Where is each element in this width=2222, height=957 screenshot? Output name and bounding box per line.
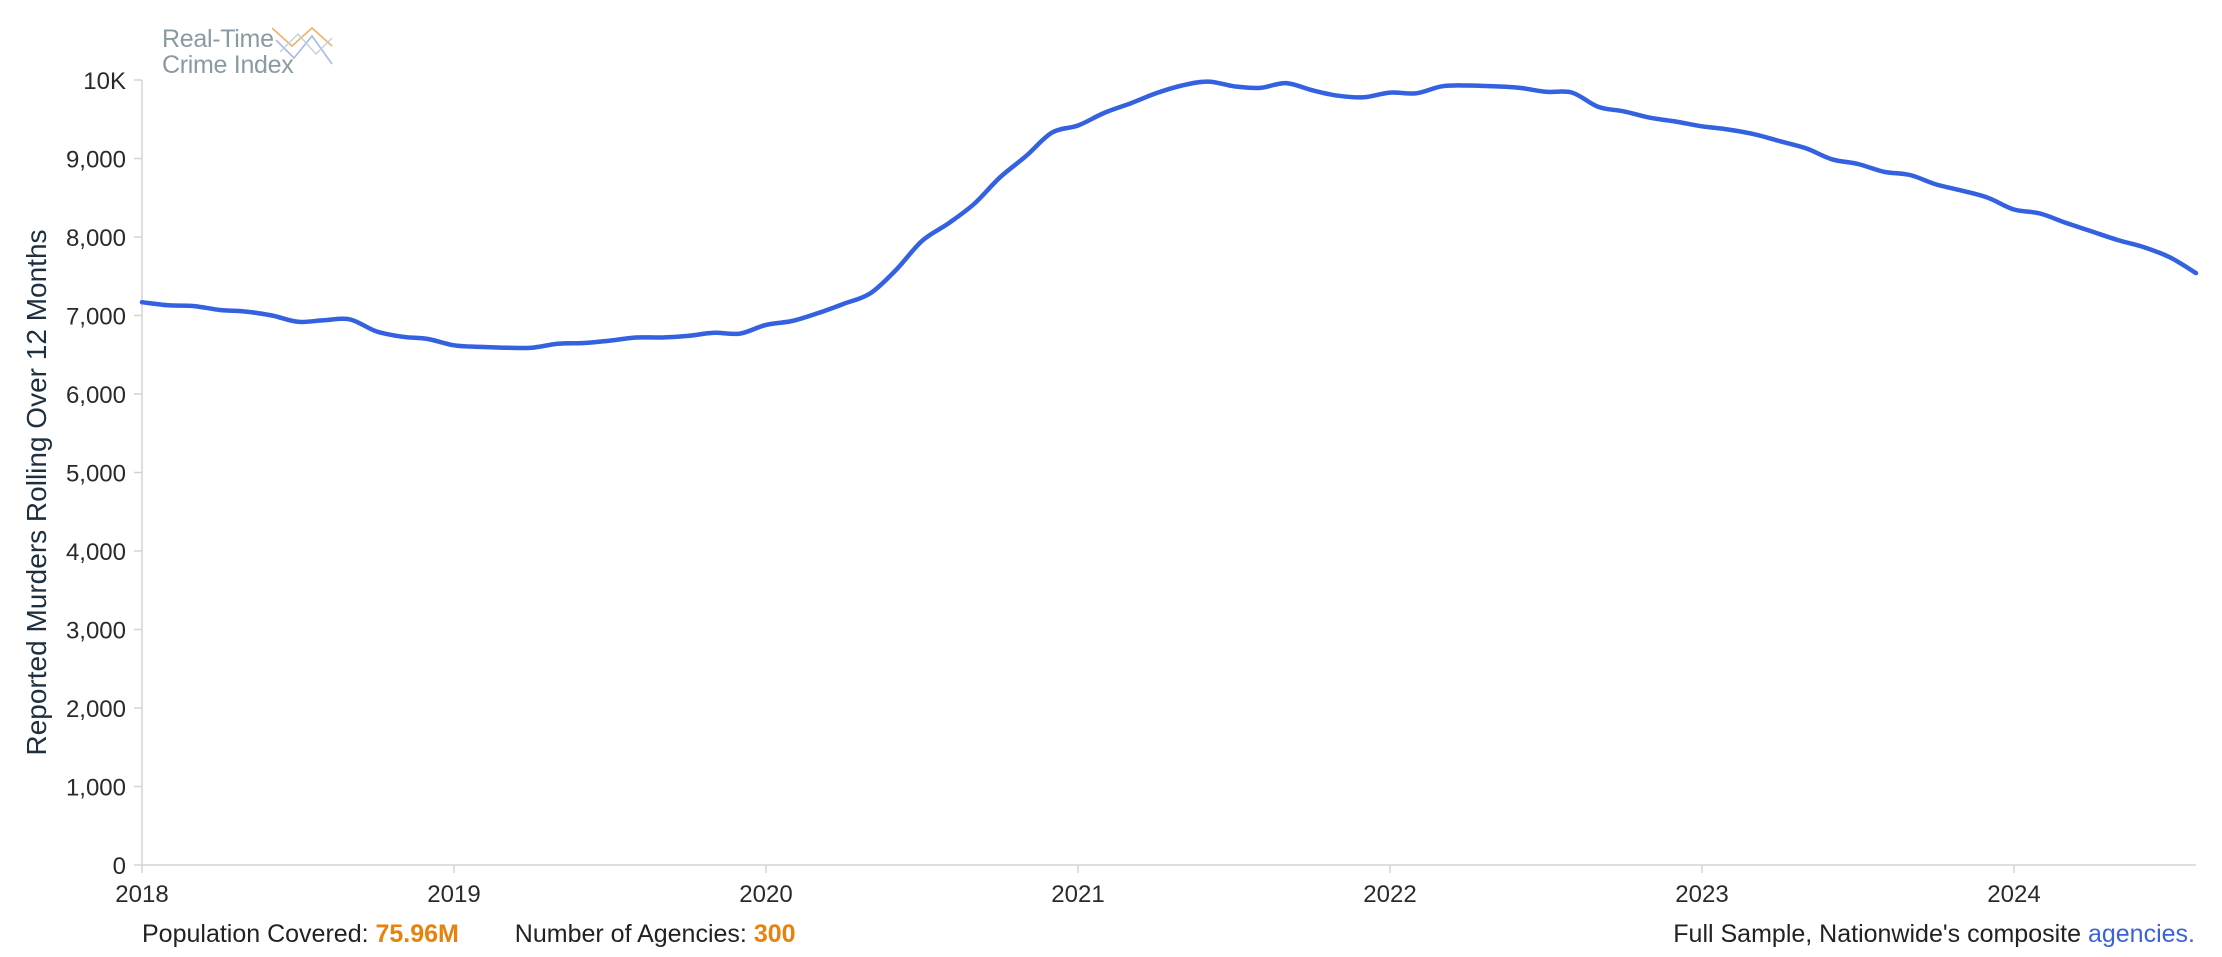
y-tick-label: 5,000 (66, 461, 126, 488)
y-tick-label: 4,000 (66, 539, 126, 566)
logo-text-line2: Crime Index (162, 51, 294, 79)
y-axis-label: Reported Murders Rolling Over 12 Months (21, 229, 52, 755)
x-tick-label: 2022 (1363, 881, 1416, 908)
real-time-crime-index-logo: Real-Time Crime Index (162, 24, 352, 80)
y-tick-label: 6,000 (66, 382, 126, 409)
footer-stats: Population Covered: 75.96M Number of Age… (142, 920, 796, 949)
sample-text: Full Sample, Nationwide's composite (1673, 920, 2082, 948)
agencies-link[interactable]: agencies. (2087, 920, 2195, 948)
y-axis: 0 1,000 2,000 3,000 4,000 5,000 6,000 7,000 8,00… (21, 68, 143, 880)
x-tick-label: 2023 (1675, 881, 1728, 908)
y-tick-label: 3,000 (66, 618, 126, 645)
x-tick-label: 2020 (739, 881, 792, 908)
population-value: 75.96M (375, 920, 459, 948)
agencies-label: Number of Agencies: (514, 920, 747, 948)
logo-zigzag-icon (272, 26, 333, 65)
x-tick-label: 2019 (427, 881, 480, 908)
x-tick-label: 2021 (1051, 881, 1104, 908)
x-tick-label: 2024 (1987, 881, 2040, 908)
series-layer (139, 79, 2199, 351)
agencies-value: 300 (753, 920, 796, 948)
y-tick-label: 0 (113, 853, 126, 880)
x-axis: 2018 2019 2020 2021 2022 2023 2024 (115, 864, 2196, 908)
y-tick-label: 8,000 (66, 225, 126, 252)
murders-series-line (139, 79, 2199, 351)
x-tick-label: 2018 (115, 881, 168, 908)
y-tick-label: 9,000 (66, 147, 126, 174)
y-tick-label: 1,000 (66, 775, 126, 802)
y-tick-label: 7,000 (66, 304, 126, 331)
y-tick-label: 2,000 (66, 696, 126, 723)
footer-sample-note: Full Sample, Nationwide's composite agen… (1673, 920, 2195, 949)
logo-text-line1: Real-Time (162, 25, 274, 53)
y-tick-label: 10K (83, 68, 126, 95)
population-label: Population Covered: (142, 920, 369, 948)
